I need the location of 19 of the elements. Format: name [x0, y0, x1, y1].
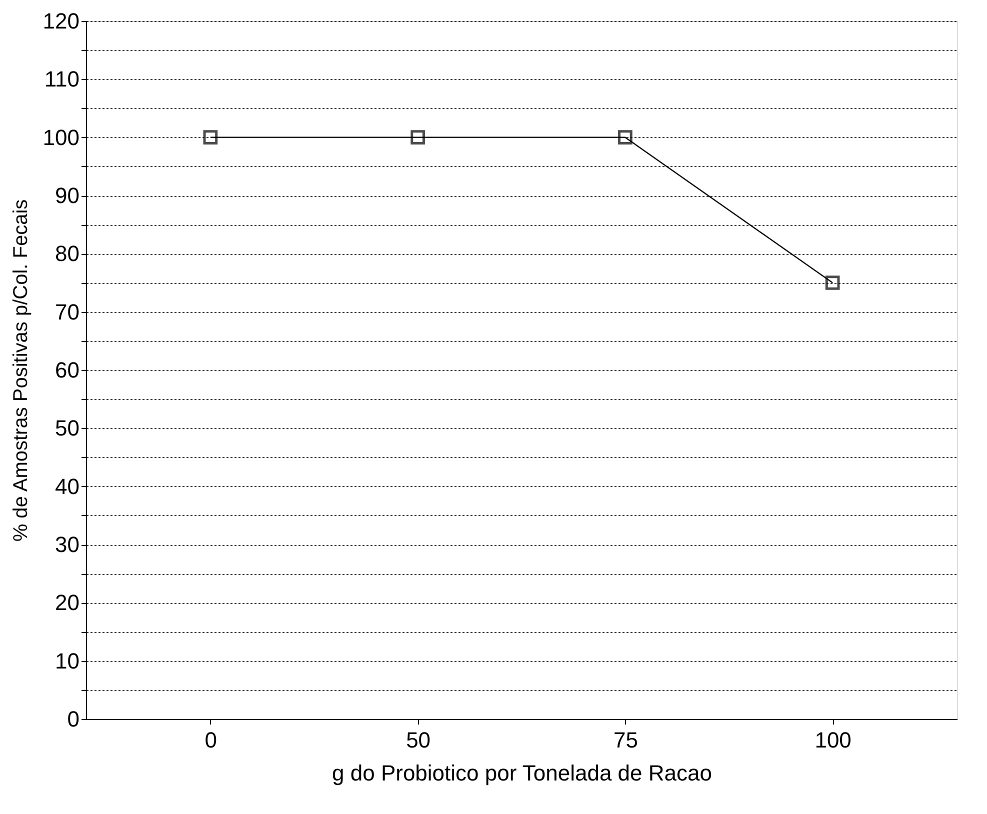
- y-tick-label: 10: [55, 648, 80, 674]
- y-tick-label: 0: [67, 706, 80, 732]
- y-tick-label: 30: [55, 532, 80, 557]
- x-tick-label: 0: [204, 728, 218, 752]
- y-tick-label: 20: [55, 590, 80, 616]
- x-axis-title: g do Probiotico por Tonelada de Racao: [332, 760, 712, 786]
- x-tick-label: 50: [406, 728, 431, 752]
- y-tick-label: 100: [42, 124, 80, 150]
- y-tick-label: 110: [44, 66, 80, 92]
- x-tick-label: 75: [613, 728, 638, 752]
- y-tick-label: 120: [42, 8, 80, 34]
- y-tick-label: 50: [55, 416, 80, 441]
- y-tick-label: 90: [55, 183, 80, 208]
- y-tick-label: 70: [55, 299, 80, 324]
- y-tick-label: 60: [55, 358, 80, 382]
- y-tick-label: 40: [55, 474, 80, 499]
- y-tick-label: 80: [55, 241, 80, 266]
- x-tick-label: 100: [814, 728, 852, 752]
- y-axis-title: % de Amostras Positivas p/Col. Fecais: [10, 199, 32, 542]
